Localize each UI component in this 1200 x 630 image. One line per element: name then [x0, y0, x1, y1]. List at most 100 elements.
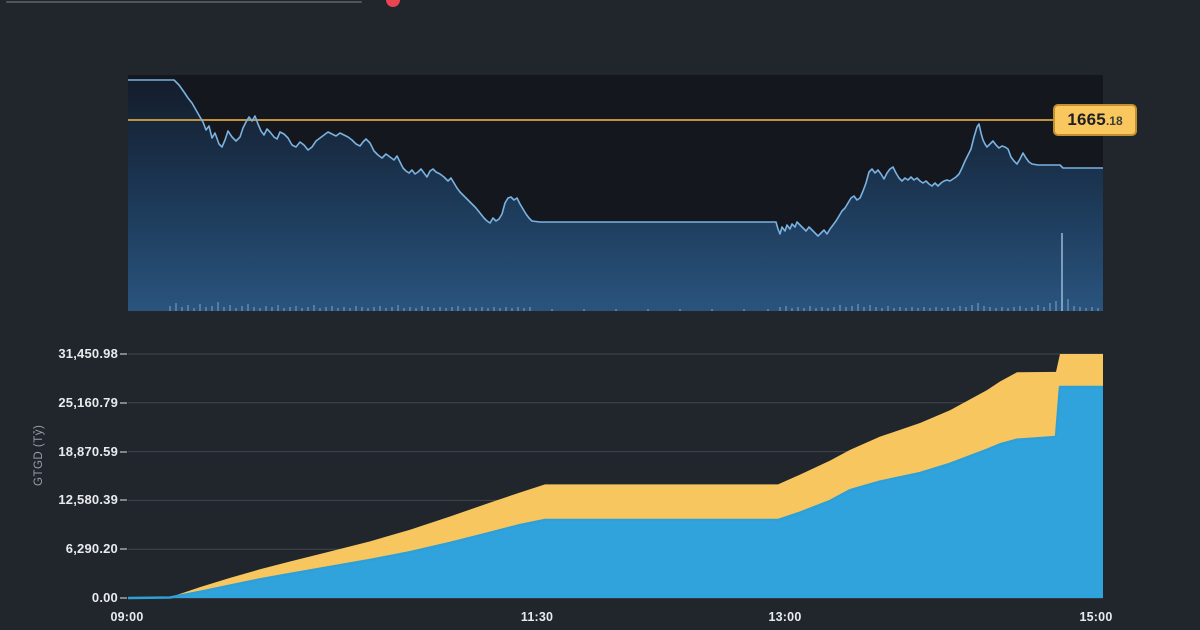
volume-bar [845, 307, 847, 311]
volume-bar [1007, 308, 1009, 311]
volume-bar [187, 305, 189, 311]
volume-bar [779, 307, 781, 311]
volume-bar [1013, 307, 1015, 311]
volume-bar [391, 307, 393, 311]
volume-bar [367, 308, 369, 311]
volume-bar [433, 308, 435, 311]
volume-bar [551, 309, 553, 311]
volume-bar [833, 307, 835, 311]
volume-bar [487, 308, 489, 311]
volume-bar [905, 308, 907, 311]
y-tick-label: 6,290.20 [65, 541, 118, 557]
volume-bar [439, 307, 441, 311]
volume-bar [379, 306, 381, 311]
volume-bar [451, 307, 453, 311]
y-tick-mark [120, 499, 127, 502]
volume-bar [995, 308, 997, 311]
volume-bar [857, 304, 859, 311]
price-area-fill [128, 80, 1103, 311]
volume-bar [615, 309, 617, 311]
volume-bar [247, 304, 249, 311]
volume-bar [373, 307, 375, 311]
volume-bar [193, 308, 195, 311]
volume-bar [965, 307, 967, 311]
volume-bar [947, 307, 949, 311]
volume-bar [319, 308, 321, 311]
volume-bar [583, 309, 585, 311]
volume-bar [1025, 308, 1027, 311]
volume-bar [181, 307, 183, 311]
volume-bar [229, 305, 231, 311]
volume-bar [1085, 308, 1087, 311]
volume-bar [1037, 305, 1039, 311]
x-tick-label: 11:30 [520, 610, 554, 624]
volume-bar [337, 308, 339, 311]
volume-bar [307, 307, 309, 311]
y-tick-label: 18,870.59 [58, 443, 118, 459]
volume-bar [409, 307, 411, 311]
volume-bar [815, 308, 817, 311]
volume-bar [445, 308, 447, 311]
volume-bar [863, 307, 865, 311]
volume-bar [211, 306, 213, 311]
volume-bar [977, 303, 979, 311]
y-tick-mark [120, 353, 127, 355]
volume-bar [277, 305, 279, 311]
volume-bar [289, 307, 291, 311]
volume-bar [839, 305, 841, 311]
volume-bar [1097, 308, 1099, 311]
volume-bar [403, 308, 405, 311]
volume-bar [511, 308, 513, 311]
volume-bar [1061, 233, 1063, 311]
volume-bar [457, 306, 459, 311]
volume-bar [463, 308, 465, 311]
volume-bar [217, 302, 219, 311]
y-tick-label: 0.00 [91, 590, 118, 605]
value-chart[interactable] [127, 345, 1103, 601]
volume-bar [421, 306, 423, 311]
volume-bar [295, 306, 297, 311]
volume-bar [911, 307, 913, 311]
y-tick-mark [120, 597, 127, 599]
volume-bar [1067, 299, 1069, 311]
volume-bar [253, 307, 255, 311]
blue-series-line [127, 385, 1103, 600]
volume-bar [301, 308, 303, 311]
x-tick-label: 13:00 [768, 610, 802, 624]
volume-bar [893, 308, 895, 311]
volume-bar [647, 309, 649, 311]
y-tick-mark [120, 548, 127, 551]
volume-bar [397, 305, 399, 311]
volume-bar [241, 306, 243, 311]
last-price-decimal: .18 [1105, 114, 1123, 128]
volume-bar [679, 309, 681, 311]
y-tick-mark [120, 450, 127, 453]
x-tick-label: 15:00 [1079, 610, 1113, 624]
volume-bar [1001, 307, 1003, 311]
volume-bar [917, 308, 919, 311]
volume-bar [899, 307, 901, 311]
volume-bar [505, 307, 507, 311]
volume-bar [983, 306, 985, 311]
volume-bar [361, 307, 363, 311]
price-chart[interactable] [128, 75, 1103, 311]
volume-bar [469, 307, 471, 311]
volume-bar [821, 307, 823, 311]
volume-bar [929, 308, 931, 311]
volume-bar [175, 303, 177, 311]
y-axis-title: GTGD (Tỷ) [33, 424, 45, 487]
volume-bar [271, 307, 273, 311]
volume-bar [971, 305, 973, 311]
volume-bar [325, 307, 327, 311]
volume-bar [827, 308, 829, 311]
volume-bar [767, 309, 769, 311]
last-price-integer: 1665 [1067, 110, 1106, 129]
volume-bar [1019, 306, 1021, 311]
price-line [128, 79, 1103, 237]
volume-bar [169, 306, 171, 311]
volume-bar [959, 306, 961, 311]
y-tick-label: 12,580.39 [58, 492, 118, 508]
stacked-area-blue [128, 386, 1103, 598]
volume-bar [331, 306, 333, 311]
volume-bar [475, 308, 477, 311]
